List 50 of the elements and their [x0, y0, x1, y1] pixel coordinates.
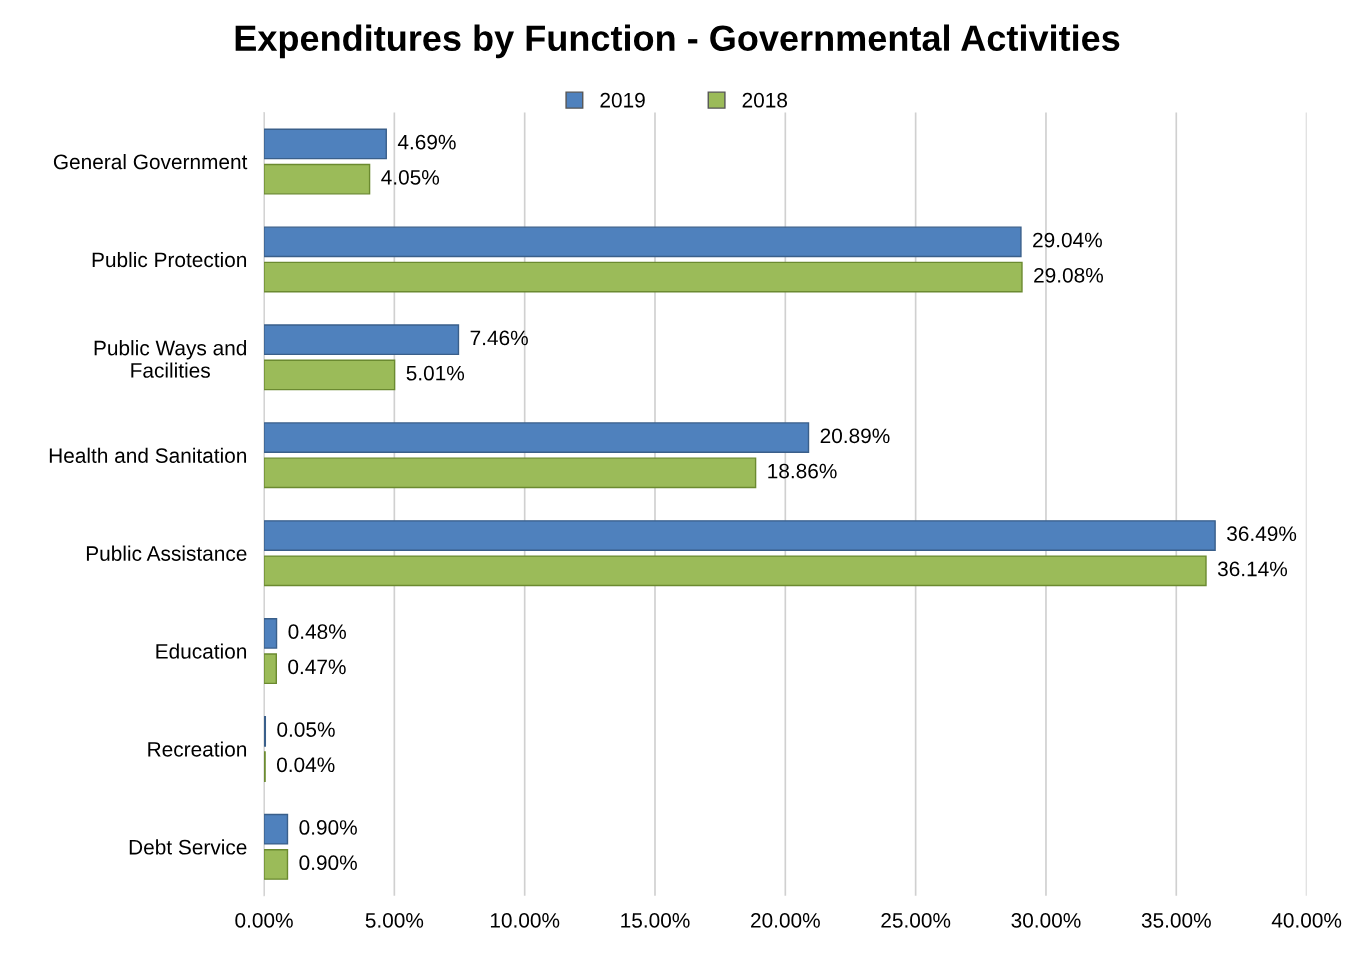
- y-tick-label: Education: [156, 643, 247, 659]
- bar: [264, 653, 277, 685]
- bar: [264, 813, 289, 845]
- legend-label: 2018: [742, 92, 788, 108]
- data-label: 7.46%: [470, 330, 528, 346]
- x-tick-label: 10.00%: [490, 913, 560, 928]
- data-label: 0.90%: [299, 855, 357, 871]
- y-tick-label: Health and Sanitation: [49, 447, 247, 463]
- bar: [264, 618, 278, 649]
- x-tick-label: 30.00%: [1011, 913, 1081, 928]
- data-label: 36.14%: [1217, 561, 1288, 577]
- data-label: 0.48%: [288, 624, 346, 640]
- data-label: 20.89%: [820, 428, 890, 444]
- data-label: 4.05%: [381, 170, 440, 185]
- bar: [264, 324, 460, 356]
- x-tick-label: 20.00%: [751, 913, 820, 928]
- bar: [264, 849, 289, 880]
- x-tick-label: 25.00%: [881, 913, 951, 928]
- bar: [264, 359, 396, 391]
- y-tick-label: Recreation: [148, 741, 247, 757]
- x-tick-label: 40.00%: [1271, 913, 1342, 928]
- data-label: 0.04%: [277, 757, 335, 773]
- y-tick-label: Public Assistance: [86, 545, 247, 561]
- bar: [264, 128, 387, 160]
- bar: [264, 422, 810, 453]
- data-label: 0.05%: [277, 722, 335, 737]
- data-label: 18.86%: [768, 463, 837, 479]
- y-tick-label: Public Ways and Facilities: [94, 340, 247, 378]
- bar: [264, 555, 1207, 587]
- x-tick-label: 35.00%: [1141, 913, 1211, 928]
- data-label: 0.90%: [299, 820, 357, 835]
- data-label: 29.04%: [1033, 232, 1102, 248]
- data-label: 4.69%: [397, 134, 456, 150]
- data-label: 29.08%: [1034, 267, 1104, 283]
- x-tick-label: 0.00%: [235, 913, 293, 928]
- x-tick-label: 15.00%: [621, 913, 690, 928]
- data-label: 5.01%: [406, 365, 465, 381]
- y-tick-label: General Government: [53, 153, 248, 170]
- y-tick-label: Public Protection: [92, 251, 247, 268]
- x-tick-label: 5.00%: [365, 913, 424, 928]
- chart-title: Expenditures by Function - Governmental Activities: [235, 24, 1120, 59]
- bar: [264, 457, 757, 489]
- data-label: 36.49%: [1227, 526, 1297, 542]
- y-tick-label: Debt Service: [129, 839, 247, 855]
- data-label: 0.47%: [288, 659, 346, 675]
- bar: [264, 261, 1023, 293]
- bar: [264, 163, 371, 195]
- legend-label: 2019: [600, 92, 645, 108]
- bar: [264, 226, 1022, 258]
- bar: [264, 520, 1216, 551]
